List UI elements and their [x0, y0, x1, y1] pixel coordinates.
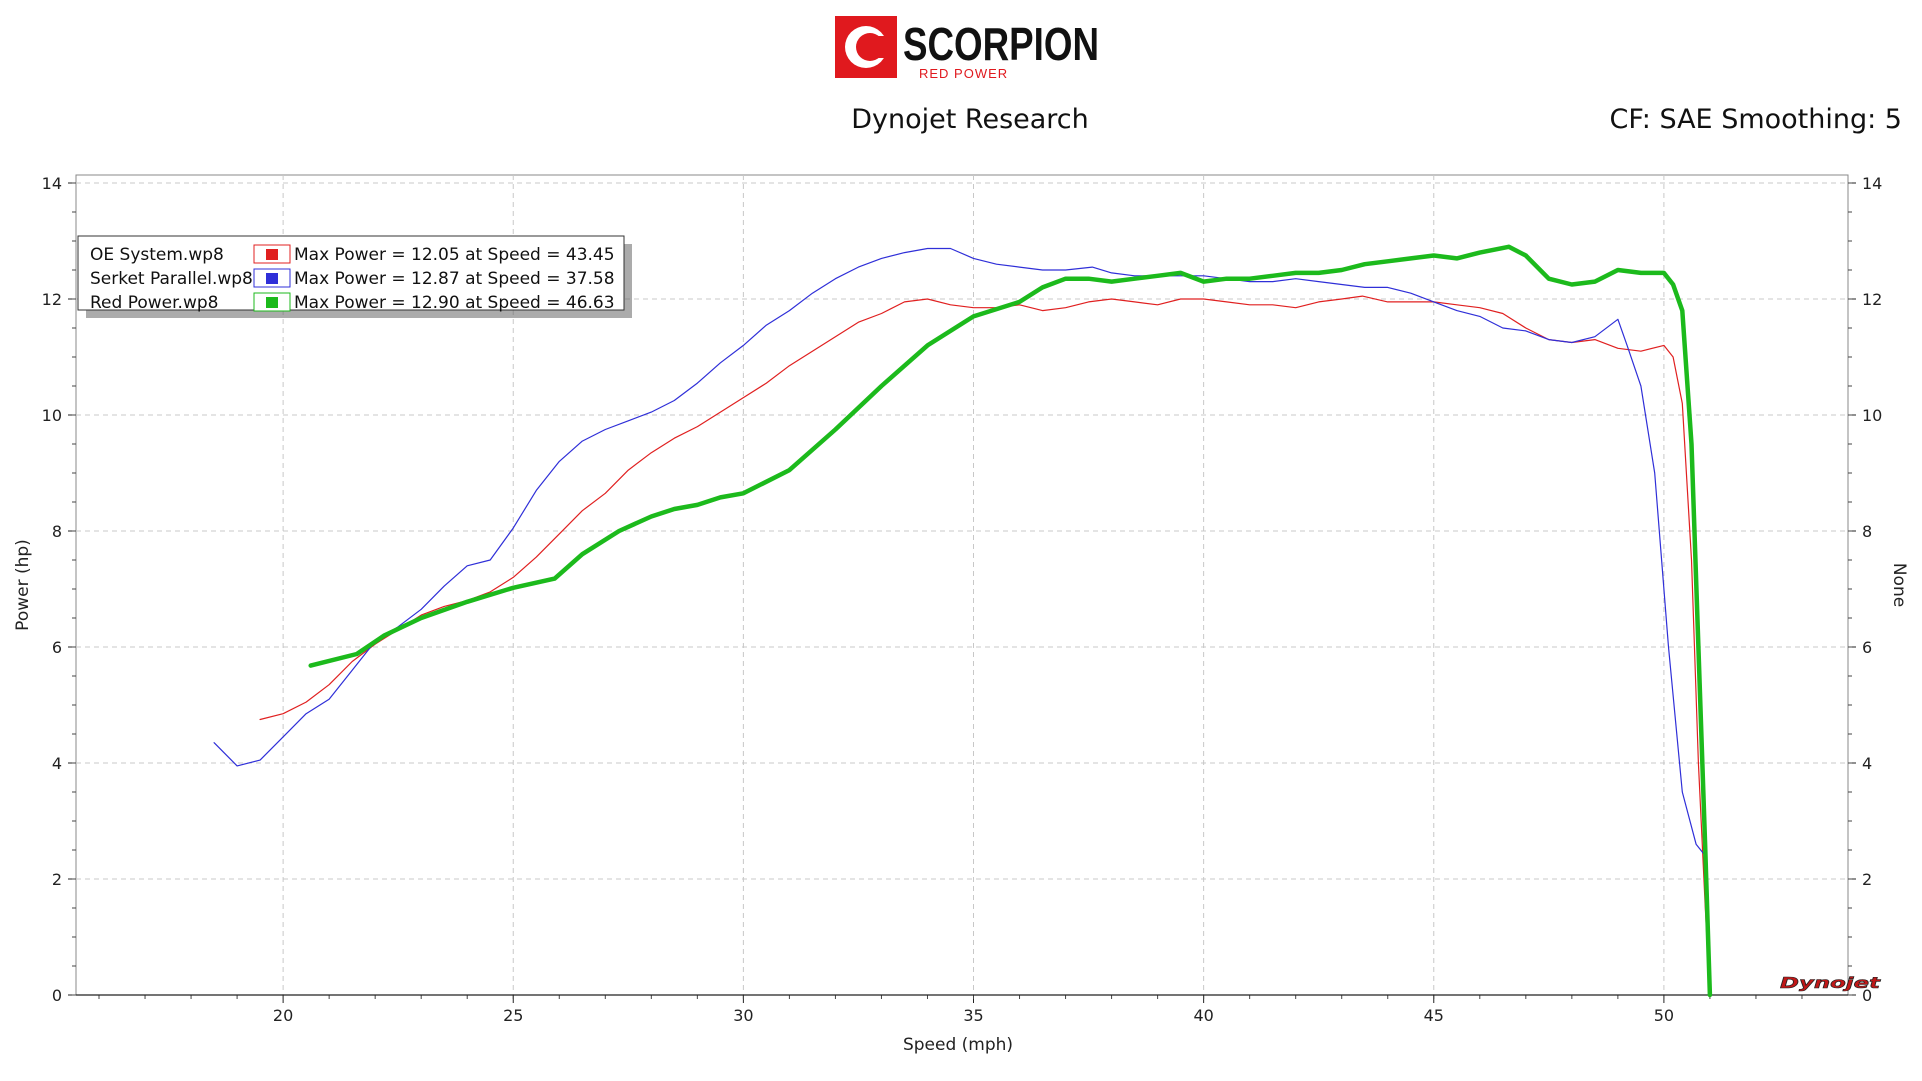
y2-tick-label: 2	[1862, 870, 1872, 889]
x-axis-label: Speed (mph)	[903, 1035, 1013, 1055]
y-tick-label: 12	[42, 290, 62, 309]
x-tick-label: 30	[733, 1006, 753, 1025]
y-tick-label: 6	[52, 638, 62, 657]
chart-subtitle: CF: SAE Smoothing: 5	[1609, 104, 1902, 135]
legend-swatch	[266, 249, 278, 260]
legend-swatch	[266, 297, 278, 308]
y2-tick-label: 0	[1862, 986, 1872, 1005]
legend-series-summary: Max Power = 12.05 at Speed = 43.45	[294, 245, 615, 265]
legend-series-summary: Max Power = 12.90 at Speed = 46.63	[294, 293, 615, 313]
series-line-red-power-wp8	[308, 244, 1713, 998]
y-tick-label: 0	[52, 986, 62, 1005]
dynojet-wordmark: Dynojet	[1780, 974, 1881, 992]
x-tick-label: 35	[963, 1006, 983, 1025]
y2-tick-label: 6	[1862, 638, 1872, 657]
series-line-serket-parallel-wp8	[213, 247, 1706, 857]
y2-tick-label: 4	[1862, 754, 1872, 773]
chart-title: Dynojet Research	[851, 104, 1089, 135]
y2-tick-label: 14	[1862, 174, 1882, 193]
x-tick-label: 25	[503, 1006, 523, 1025]
y2-tick-label: 12	[1862, 290, 1882, 309]
y-axis-label: Power (hp)	[13, 539, 33, 631]
logo-ring-cut	[873, 36, 897, 58]
legend: OE System.wp8 Max Power = 12.05 at Speed …	[77, 235, 632, 318]
legend-series-summary: Max Power = 12.87 at Speed = 37.58	[294, 269, 615, 289]
logo-submark: RED POWER	[919, 66, 1008, 81]
y2-axis-label: None	[1889, 563, 1909, 607]
legend-series-name: OE System.wp8	[90, 245, 224, 265]
x-tick-label: 20	[273, 1006, 293, 1025]
x-tick-label: 45	[1424, 1006, 1444, 1025]
legend-series-name: Serket Parallel.wp8	[90, 269, 253, 289]
x-tick-label: 40	[1193, 1006, 1213, 1025]
legend-box	[77, 235, 625, 311]
legend-series-name: Red Power.wp8	[90, 293, 218, 313]
y-tick-label: 14	[42, 174, 62, 193]
y-tick-label: 4	[52, 754, 62, 773]
y-tick-label: 10	[42, 406, 62, 425]
y2-tick-label: 10	[1862, 406, 1882, 425]
x-tick-label: 50	[1654, 1006, 1674, 1025]
y2-tick-label: 8	[1862, 522, 1872, 541]
axes: 0 0 2 2 4 4 6 6 8 8 10 10 12 12 14 14 20 25 30 35 40 45 50	[42, 174, 1883, 1025]
y-tick-label: 8	[52, 522, 62, 541]
y-tick-label: 2	[52, 870, 62, 889]
logo-wordmark: SCORPION	[903, 18, 1099, 70]
series-group	[213, 244, 1713, 998]
legend-swatch	[266, 273, 278, 284]
grid	[76, 175, 1848, 995]
scorpion-logo: SCORPION RED POWER	[835, 16, 1105, 86]
dynojet-logo: Dynojet	[1780, 974, 1882, 993]
